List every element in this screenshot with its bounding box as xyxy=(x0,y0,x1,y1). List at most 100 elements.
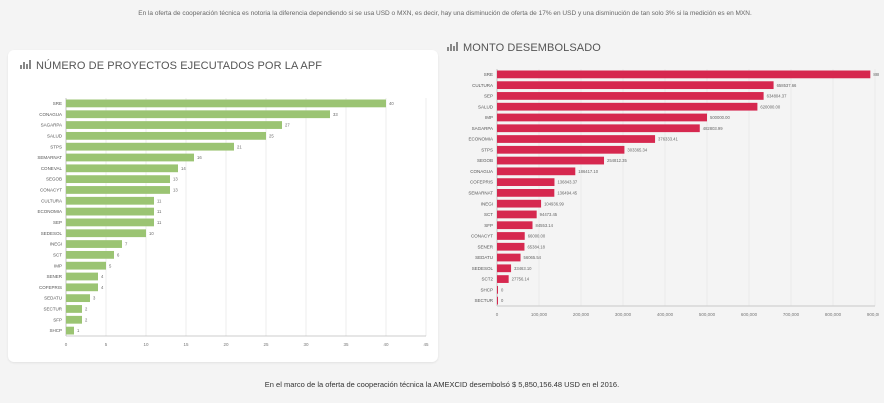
amount-bar xyxy=(497,124,700,133)
projects-chart-panel: NÚMERO DE PROYECTOS EJECUTADOS POR LA AP… xyxy=(8,50,438,362)
amount-bar xyxy=(497,253,521,262)
projects-x-tick-label: 10 xyxy=(143,342,149,347)
projects-category-label: SEDATU xyxy=(44,296,62,301)
projects-value-label: 13 xyxy=(173,177,178,182)
amount-value-label: 620000.00 xyxy=(760,104,780,109)
projects-category-label: SFP xyxy=(53,317,62,322)
projects-category-label: SEGOB xyxy=(46,177,62,182)
projects-value-label: 14 xyxy=(181,166,186,171)
projects-bar xyxy=(66,250,114,259)
projects-bar xyxy=(66,283,98,292)
projects-value-label: 11 xyxy=(157,220,162,225)
projects-bar xyxy=(66,207,154,216)
amount-value-label: 303365.34 xyxy=(627,147,647,152)
amount-chart-title: MONTO DESEMBOLSADO xyxy=(463,42,601,54)
amount-value-label: 634804.37 xyxy=(767,94,787,99)
projects-value-label: 21 xyxy=(237,144,242,149)
amount-bar xyxy=(497,167,576,176)
amount-bar xyxy=(497,221,533,230)
projects-category-label: CONACYT xyxy=(40,188,62,193)
projects-value-label: 4 xyxy=(101,274,104,279)
projects-x-tick-label: 35 xyxy=(343,342,349,347)
bar-chart-icon xyxy=(20,60,31,72)
amount-chart-title-row: MONTO DESEMBOLSADO xyxy=(447,42,601,54)
amount-value-label: 27756.14 xyxy=(512,277,530,282)
projects-value-label: 2 xyxy=(85,307,88,312)
projects-category-label: SEP xyxy=(53,220,62,225)
amount-category-label: SALUD xyxy=(478,104,494,109)
amount-x-tick-label: 700,000 xyxy=(783,312,800,317)
projects-value-label: 11 xyxy=(157,198,162,203)
projects-value-label: 2 xyxy=(85,317,88,322)
projects-x-tick-label: 25 xyxy=(263,342,269,347)
amount-bar xyxy=(497,199,542,208)
amount-bar xyxy=(497,242,525,251)
projects-bar xyxy=(66,186,170,194)
amount-category-label: SEGOB xyxy=(477,158,493,163)
projects-category-label: CULTURA xyxy=(41,198,62,203)
projects-x-tick-label: 20 xyxy=(223,342,229,347)
amount-category-label: COFEPRIS xyxy=(470,180,493,185)
bottom-note: En el marco de la oferta de cooperación … xyxy=(264,380,620,389)
projects-bar xyxy=(66,315,82,324)
projects-x-tick-label: 5 xyxy=(105,342,108,347)
amount-x-tick-label: 500,000 xyxy=(699,312,716,317)
amount-x-tick-label: 300,000 xyxy=(615,312,632,317)
amount-value-label: 0 xyxy=(501,298,504,303)
projects-bar xyxy=(66,131,266,140)
amount-bar xyxy=(497,264,512,273)
amount-value-label: 658537.66 xyxy=(777,83,797,88)
amount-category-label: SECTUR xyxy=(474,298,493,303)
projects-value-label: 3 xyxy=(93,296,96,301)
projects-category-label: COFEPRIS xyxy=(39,285,62,290)
amount-value-label: 104936.99 xyxy=(544,201,564,206)
amount-value-label: 94473.45 xyxy=(540,212,558,217)
amount-category-label: SFP xyxy=(484,223,493,228)
amount-x-tick-label: 900,000 xyxy=(867,312,879,317)
projects-x-tick-label: 45 xyxy=(423,342,429,347)
amount-bar xyxy=(497,70,871,79)
projects-category-label: SCT xyxy=(53,252,62,257)
amount-category-label: SEDESOL xyxy=(472,266,494,271)
amount-x-tick-label: 600,000 xyxy=(741,312,758,317)
amount-value-label: 500000.00 xyxy=(710,115,730,120)
projects-value-label: 16 xyxy=(197,155,202,160)
projects-x-tick-label: 0 xyxy=(65,342,68,347)
projects-category-label: SRE xyxy=(53,101,62,106)
top-note: En la oferta de cooperación técnica es n… xyxy=(138,10,752,17)
bar-chart-icon xyxy=(447,42,458,54)
projects-bar xyxy=(66,142,234,151)
amount-value-label: 186417.10 xyxy=(578,169,598,174)
amount-category-label: STPS xyxy=(481,147,493,152)
projects-bar xyxy=(66,175,170,184)
amount-value-label: 0 xyxy=(501,287,504,292)
amount-value-label: 254812.35 xyxy=(607,158,627,163)
amount-category-label: CONACYT xyxy=(471,234,493,239)
projects-value-label: 27 xyxy=(285,123,290,128)
amount-bar xyxy=(497,81,774,90)
amount-value-label: 33463.10 xyxy=(514,266,532,271)
amount-chart-panel: MONTO DESEMBOLSADO 0 100,000 200,000 300,00… xyxy=(441,36,884,326)
amount-bar xyxy=(497,285,498,294)
amount-bar xyxy=(497,156,605,165)
projects-value-label: 7 xyxy=(125,242,128,247)
amount-x-tick-label: 400,000 xyxy=(657,312,674,317)
projects-category-label: STPS xyxy=(50,144,62,149)
amount-category-label: INEGI xyxy=(481,201,493,206)
projects-value-label: 25 xyxy=(269,133,274,138)
projects-bar xyxy=(66,153,194,162)
projects-category-label: ECONOMIA xyxy=(37,209,62,214)
amount-bar-chart: 0 100,000 200,000 300,000 400,000 500,000 600,… xyxy=(468,69,884,317)
amount-bar xyxy=(497,296,498,305)
projects-value-label: 40 xyxy=(389,101,394,106)
amount-category-label: SHCP xyxy=(480,287,493,292)
amount-category-label: SEDATU xyxy=(475,255,493,260)
projects-category-label: SAGARPA xyxy=(41,123,62,128)
projects-bar xyxy=(66,99,386,108)
projects-bar xyxy=(66,272,98,281)
amount-category-label: CULTURA xyxy=(472,83,493,88)
projects-bar xyxy=(66,229,146,238)
projects-bar xyxy=(66,326,74,335)
projects-bar xyxy=(66,294,90,303)
